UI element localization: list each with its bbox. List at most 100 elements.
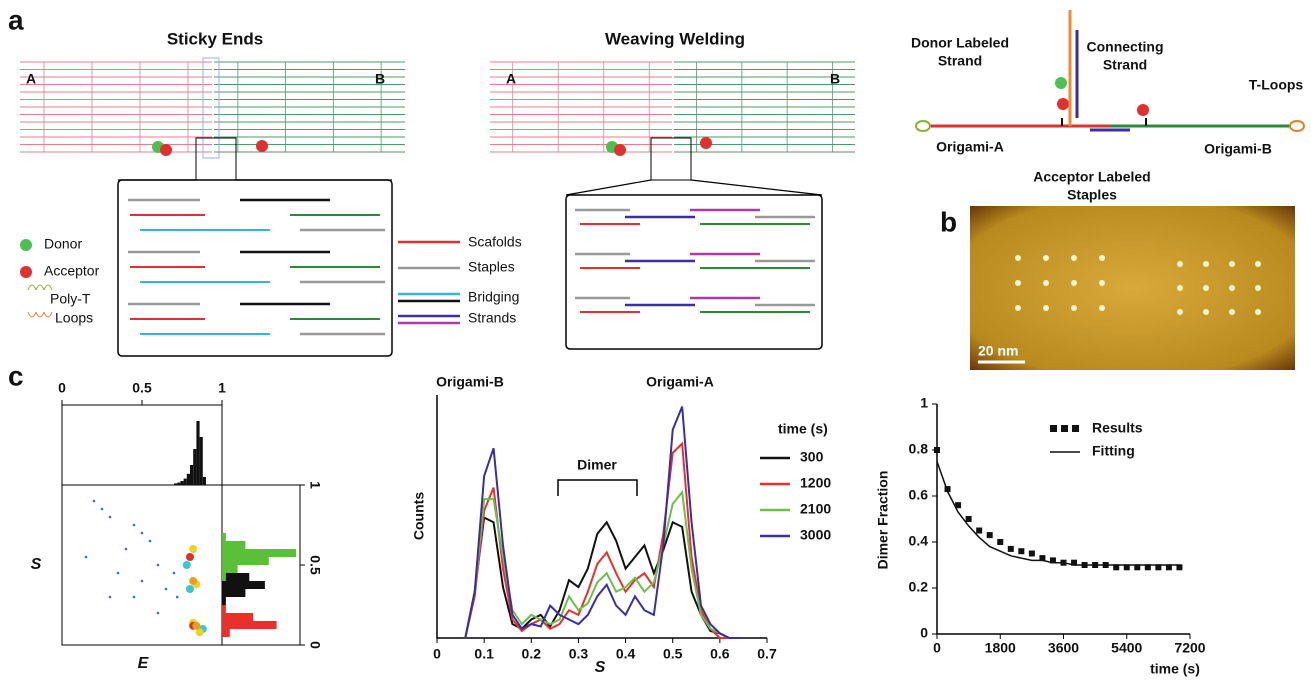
y-tick-label: 0.5 (307, 555, 323, 575)
origami-label: B (830, 71, 840, 87)
point (1071, 559, 1078, 566)
afm-dot (1203, 261, 1209, 267)
origami-label: B (375, 71, 385, 87)
point (955, 502, 962, 509)
hist-bar (177, 482, 181, 485)
hist-bar (222, 557, 269, 565)
point (944, 486, 951, 493)
y-tick-label: 1 (920, 395, 928, 411)
hist-bar (222, 581, 265, 589)
loop (43, 311, 53, 318)
x-axis-label: E (138, 655, 150, 672)
point (116, 571, 120, 575)
point (132, 523, 136, 527)
afm-dot (1177, 309, 1183, 315)
schematic-label: Strand (1103, 57, 1147, 73)
diagram-title: Weaving Welding (605, 29, 745, 48)
point (148, 539, 152, 543)
afm-dot (1043, 280, 1049, 286)
loop (27, 284, 37, 291)
fluorophore (20, 266, 32, 278)
legend-label: Acceptor (44, 263, 100, 279)
schematic-label: Origami-B (1204, 141, 1272, 157)
junction (202, 57, 220, 159)
schematic-label: Connecting (1087, 39, 1164, 55)
point (182, 561, 191, 569)
x-tick-label: 7200 (1174, 640, 1205, 656)
legend-label: 300 (800, 449, 824, 465)
point (100, 507, 104, 511)
point (108, 595, 112, 599)
x-tick-label: 3600 (1048, 640, 1079, 656)
fluorophore (1055, 77, 1067, 89)
diagram-title: Sticky Ends (167, 29, 263, 48)
point (976, 527, 983, 534)
afm-dot (1255, 285, 1261, 291)
afm-dot (1203, 285, 1209, 291)
point (132, 595, 136, 599)
hist-bar (222, 533, 226, 541)
y-tick-label: 0.6 (909, 487, 929, 503)
x-tick-label: 0.1 (474, 646, 494, 662)
legend-swatch (1050, 425, 1057, 432)
fluorophore (700, 137, 712, 149)
hist-bar (222, 541, 246, 549)
annotation: Dimer (577, 457, 617, 473)
hist-bar (174, 483, 178, 485)
afm-dot (1071, 280, 1077, 286)
panel-label: c (8, 360, 24, 391)
afm-dot (1177, 261, 1183, 267)
legend-label: Poly-T (50, 291, 91, 307)
hist-bar (193, 449, 197, 485)
diagram-layout (20, 10, 1305, 370)
afm-dot (1015, 280, 1021, 286)
series-line (464, 406, 739, 639)
point (986, 532, 993, 539)
point (172, 571, 176, 575)
schematic-label: T-Loops (1249, 77, 1304, 93)
panel-label: b (940, 206, 957, 237)
hist-bar (196, 421, 200, 485)
x-tick-label: 5400 (1111, 640, 1142, 656)
point (186, 585, 194, 593)
legend-swatch (1072, 425, 1079, 432)
legend-label: 3000 (800, 527, 831, 543)
legend-label: Fitting (1092, 443, 1135, 459)
legend-title: time (s) (778, 421, 828, 437)
x-tick-label: 0.6 (710, 646, 730, 662)
y-axis-label: Dimer Fraction (875, 471, 891, 570)
x-tick-label: 0 (933, 640, 941, 656)
point (1039, 555, 1046, 562)
hist-bar (222, 549, 297, 557)
strand (690, 179, 823, 196)
point (189, 545, 198, 553)
loop (27, 311, 37, 318)
point (164, 587, 168, 591)
point (186, 553, 194, 561)
loop (1289, 120, 1305, 132)
point (108, 515, 112, 519)
afm-dot (1255, 309, 1261, 315)
afm-dot (1015, 255, 1021, 261)
x-tick-label: 0.4 (616, 646, 636, 662)
x-axis-label: time (s) (1150, 661, 1200, 677)
afm-dot (1071, 255, 1077, 261)
zoom-box (650, 137, 692, 181)
schematic-label: Acceptor Labeled (1033, 169, 1150, 185)
afm-dot (1099, 305, 1105, 311)
hist-bar (222, 589, 246, 597)
point (1155, 564, 1162, 571)
legend-label: 1200 (800, 475, 831, 491)
legend-swatch (1061, 425, 1068, 432)
legend-label: Bridging (468, 289, 519, 305)
point (124, 547, 128, 551)
strand (565, 179, 652, 196)
point (1113, 564, 1120, 571)
fluorophore (614, 144, 626, 156)
afm-dot (1043, 305, 1049, 311)
legend-label: Scafolds (468, 234, 522, 250)
schematic-label: Donor Labeled (911, 35, 1009, 51)
afm-dot (1229, 309, 1235, 315)
point (1165, 564, 1172, 571)
schematic-label: Strand (938, 53, 982, 69)
